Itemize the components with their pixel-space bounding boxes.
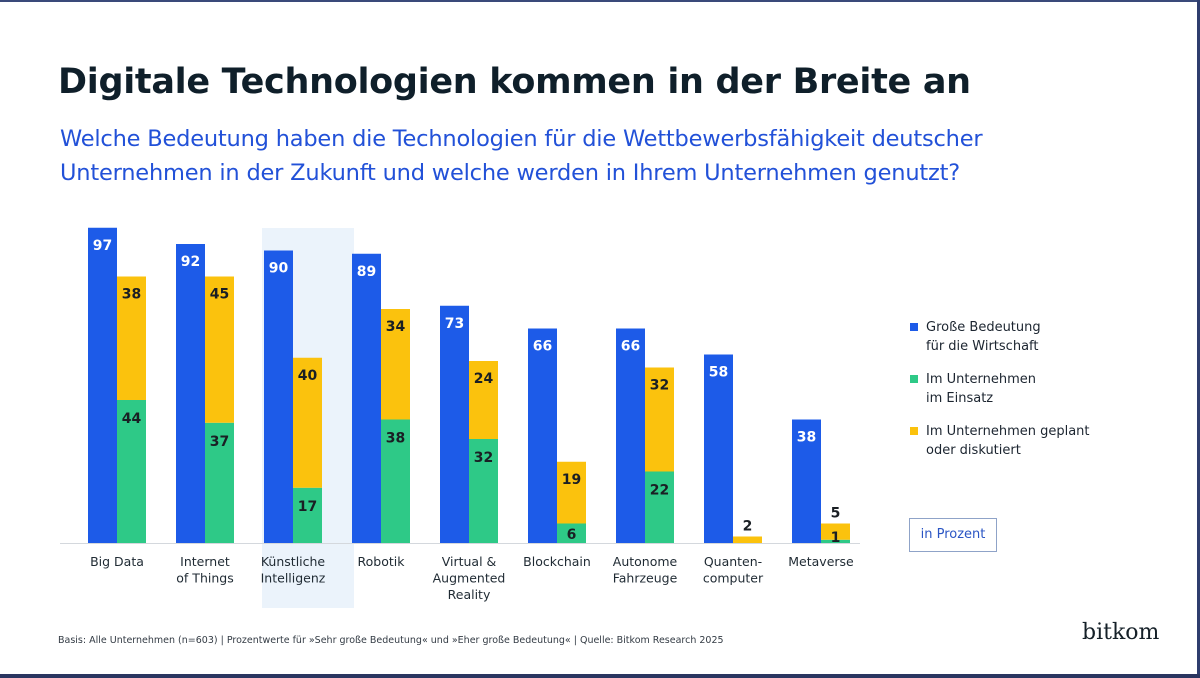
bar-importance <box>176 244 205 543</box>
category-label: computer <box>703 571 764 586</box>
value-label-importance: 90 <box>269 261 289 277</box>
value-label-importance: 89 <box>357 264 376 280</box>
bar-importance <box>704 354 733 543</box>
value-label-in-use: 37 <box>210 434 229 450</box>
chart-title: Digitale Technologien kommen in der Brei… <box>58 62 971 102</box>
legend: Große Bedeutung für die Wirtschaft Im Un… <box>910 318 1136 474</box>
legend-item-in-use: Im Unternehmen im Einsatz <box>910 370 1136 408</box>
category-label: Quanten- <box>704 554 762 569</box>
bar-in-use <box>205 422 234 543</box>
value-label-in-use: 44 <box>122 411 142 427</box>
category-label: Blockchain <box>523 554 591 569</box>
source-footnote: Basis: Alle Unternehmen (n=603) | Prozen… <box>58 635 724 646</box>
value-label-planned: 19 <box>562 472 581 488</box>
bar-planned <box>821 523 850 540</box>
value-label-in-use: 32 <box>474 450 493 466</box>
bar-planned <box>469 361 498 439</box>
value-label-planned: 40 <box>298 368 318 384</box>
category-label: of Things <box>176 571 233 586</box>
category-label: Internet <box>180 554 230 569</box>
value-label-in-use: 22 <box>650 483 669 499</box>
value-label-importance: 58 <box>709 365 728 381</box>
value-label-importance: 66 <box>533 339 552 355</box>
bar-in-use <box>645 471 674 543</box>
bar-planned <box>733 536 762 543</box>
bitkom-logo: bitkom <box>1082 620 1160 645</box>
legend-label-line1: Im Unternehmen geplant <box>926 424 1090 439</box>
bar-in-use <box>557 523 586 543</box>
bar-in-use <box>381 419 410 543</box>
category-label: Augmented <box>433 571 506 586</box>
legend-item-importance: Große Bedeutung für die Wirtschaft <box>910 318 1136 356</box>
category-label: Robotik <box>358 554 406 569</box>
chart-subtitle: Welche Bedeutung haben die Technologien … <box>60 126 983 186</box>
value-label-planned: 2 <box>743 519 753 535</box>
unit-label-box: in Prozent <box>909 518 997 552</box>
value-label-planned: 32 <box>650 378 669 394</box>
bar-importance <box>792 419 821 543</box>
value-label-planned: 45 <box>210 287 229 303</box>
value-label-planned: 34 <box>386 319 406 335</box>
value-label-planned: 38 <box>122 287 141 303</box>
legend-label-line2: oder diskutiert <box>926 443 1021 458</box>
category-label: Big Data <box>90 554 144 569</box>
bar-planned <box>205 276 234 423</box>
bar-planned <box>645 367 674 472</box>
legend-swatch-green <box>910 375 918 383</box>
category-label: Virtual & <box>442 554 497 569</box>
value-label-importance: 97 <box>93 238 112 254</box>
category-label: Autonome <box>613 554 678 569</box>
bar-importance <box>88 227 117 543</box>
category-label: Fahrzeuge <box>613 571 678 586</box>
bar-importance <box>616 328 645 543</box>
legend-label-line2: für die Wirtschaft <box>926 339 1039 354</box>
category-label: Reality <box>448 587 491 602</box>
legend-swatch-yellow <box>910 427 918 435</box>
bar-in-use <box>293 487 322 543</box>
bar-planned <box>381 309 410 420</box>
bar-chart: 97 44 38 Big Data 92 37 45 Internet of Things 90 1… <box>60 227 860 608</box>
frame-top-border <box>0 0 1200 2</box>
frame-bottom-border <box>0 674 1200 678</box>
value-label-in-use: 38 <box>386 431 405 447</box>
value-label-in-use: 1 <box>831 530 841 546</box>
bar-in-use <box>117 400 146 543</box>
value-label-in-use: 6 <box>567 527 577 543</box>
value-label-importance: 92 <box>181 254 200 270</box>
bar-importance <box>352 253 381 543</box>
category-label: Metaverse <box>788 554 854 569</box>
legend-swatch-blue <box>910 323 918 331</box>
frame-right-border <box>1197 0 1200 678</box>
bar-planned <box>293 357 322 488</box>
category-label: Künstliche <box>261 554 326 569</box>
value-label-planned: 5 <box>831 506 841 522</box>
bar-planned <box>117 276 146 400</box>
legend-label-line1: Im Unternehmen <box>926 372 1036 387</box>
category-label: Intelligenz <box>261 571 326 586</box>
bar-importance <box>528 328 557 543</box>
value-label-importance: 73 <box>445 316 464 332</box>
bar-in-use <box>821 539 850 543</box>
bar-importance <box>264 250 293 543</box>
value-label-in-use: 17 <box>298 499 317 515</box>
legend-label-line2: im Einsatz <box>926 391 994 406</box>
value-label-planned: 24 <box>474 371 494 387</box>
value-label-importance: 66 <box>621 339 640 355</box>
bar-in-use <box>469 439 498 543</box>
value-label-importance: 38 <box>797 430 816 446</box>
bar-planned <box>557 461 586 524</box>
bar-importance <box>440 305 469 543</box>
legend-item-planned: Im Unternehmen geplant oder diskutiert <box>910 422 1136 460</box>
legend-label-line1: Große Bedeutung <box>926 320 1041 335</box>
